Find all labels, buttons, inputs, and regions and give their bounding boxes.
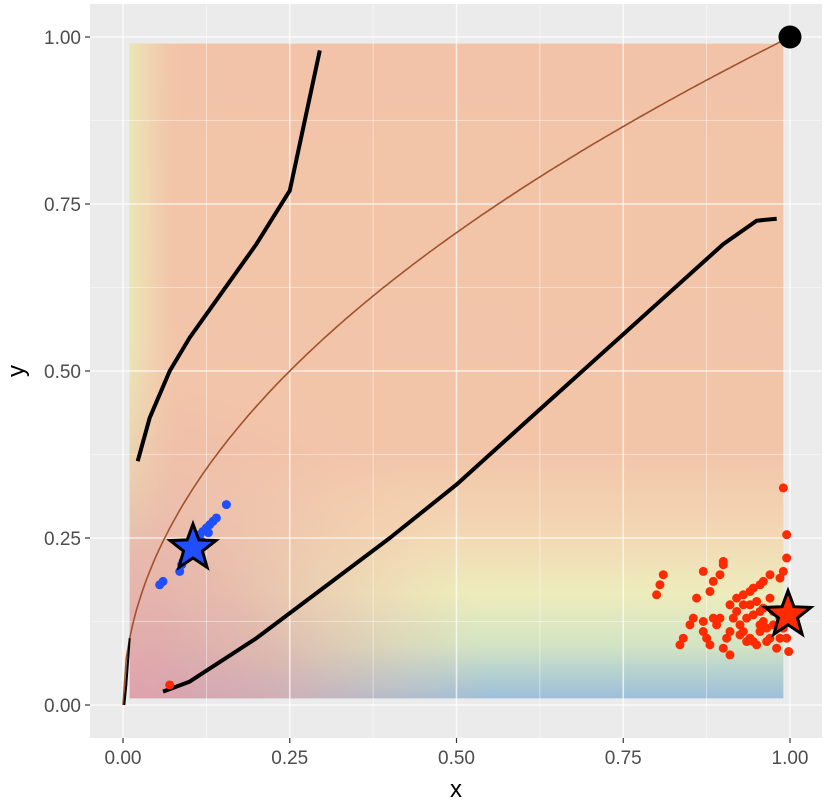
x-tick-label: 0.75 — [605, 748, 642, 769]
data-point — [688, 613, 698, 623]
data-point — [655, 580, 665, 590]
data-point — [712, 620, 722, 630]
data-point — [725, 650, 735, 660]
x-tick-label: 0.25 — [271, 748, 308, 769]
reference-curve — [122, 36, 791, 706]
data-point — [702, 633, 712, 643]
data-point — [718, 643, 728, 653]
data-point — [765, 593, 775, 603]
data-point — [784, 647, 794, 657]
data-point — [752, 596, 762, 606]
data-point — [765, 570, 775, 580]
data-point — [722, 633, 732, 643]
x-tick-label: 1.00 — [772, 748, 809, 769]
y-tick-label: 0.50 — [44, 362, 81, 383]
data-point — [745, 600, 755, 610]
data-point — [755, 580, 765, 590]
data-point — [782, 553, 792, 563]
curves-layer — [122, 36, 791, 706]
data-point — [221, 500, 231, 510]
data-point — [705, 640, 715, 650]
data-point — [685, 620, 695, 630]
x-tick-label: 0.00 — [105, 748, 142, 769]
y-tick-label: 0.75 — [44, 195, 81, 216]
data-point — [732, 593, 742, 603]
data-point — [738, 600, 748, 610]
data-point — [725, 627, 735, 637]
points-layer — [155, 25, 815, 690]
data-point — [165, 680, 175, 690]
y-tick-label: 1.00 — [44, 28, 81, 49]
data-point — [718, 556, 728, 566]
data-point — [755, 627, 765, 637]
x-axis-ticks: 0.00 0.25 0.50 0.75 1.00 — [105, 738, 809, 769]
data-point — [658, 570, 668, 580]
y-axis-title: y — [3, 365, 30, 377]
data-point — [738, 590, 748, 600]
data-point — [742, 637, 752, 647]
data-point — [211, 513, 221, 523]
data-point — [732, 606, 742, 616]
x-tick-label: 0.50 — [438, 748, 475, 769]
data-point — [778, 483, 788, 493]
data-point — [715, 570, 725, 580]
data-point — [775, 633, 785, 643]
data-point — [735, 630, 745, 640]
data-point — [698, 617, 708, 626]
data-point — [775, 573, 785, 583]
boundary-curve-1 — [123, 638, 131, 706]
y-tick-label: 0.00 — [44, 696, 81, 717]
data-point — [735, 620, 745, 630]
data-point — [728, 613, 738, 623]
data-point — [158, 576, 168, 586]
data-point — [742, 613, 752, 623]
data-point — [755, 620, 765, 630]
data-point — [675, 640, 685, 650]
data-point — [762, 623, 772, 633]
data-point — [745, 586, 755, 596]
boundary-curve-3 — [162, 216, 777, 694]
data-point — [698, 627, 708, 637]
data-point — [652, 590, 662, 600]
x-axis-title: x — [450, 776, 462, 803]
data-point — [748, 610, 758, 620]
data-point — [203, 528, 213, 538]
y-tick-label: 0.25 — [44, 529, 81, 550]
data-point — [782, 633, 792, 643]
data-point — [725, 600, 735, 610]
data-point — [708, 613, 718, 623]
boundary-curve-2 — [135, 49, 322, 462]
data-point — [772, 643, 782, 653]
centroid-star-marker — [761, 586, 815, 638]
data-point — [708, 576, 718, 586]
data-point — [692, 593, 702, 603]
data-point — [782, 530, 792, 540]
y-axis-ticks: 0.00 0.25 0.50 0.75 1.00 — [44, 28, 90, 717]
data-point — [705, 586, 715, 596]
data-point — [678, 633, 688, 643]
major-gridlines — [90, 4, 822, 738]
endpoint-marker — [778, 25, 802, 49]
centroid-star-marker — [166, 519, 221, 571]
data-point — [715, 613, 725, 623]
data-point — [762, 637, 772, 647]
data-point — [778, 566, 788, 576]
data-point — [698, 566, 708, 576]
data-point — [752, 640, 762, 650]
